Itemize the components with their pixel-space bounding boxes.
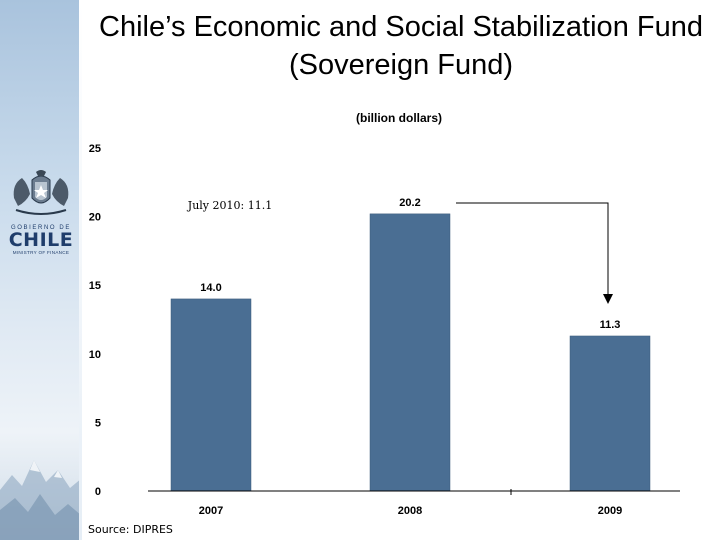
y-tick-label: 0: [95, 486, 101, 498]
y-tick-label: 20: [89, 212, 101, 224]
bar-value-label: 20.2: [399, 197, 420, 209]
bar-value-labels: 14.0 20.2 11.3: [200, 197, 620, 331]
bar-2009: [569, 335, 651, 492]
x-tick-label: 2009: [598, 505, 622, 517]
annotation-july-2010: July 2010: 11.1: [187, 199, 272, 212]
logo-ministry-text: MINISTRY OF FINANCE: [12, 250, 70, 255]
mountain-background: [0, 460, 82, 540]
slide-title: Chile’s Economic and Social Stabilizatio…: [99, 11, 703, 81]
coat-of-arms-icon: [13, 170, 69, 215]
bar-value-label: 14.0: [200, 282, 221, 294]
decline-arrow: [456, 202, 613, 304]
bars: [170, 213, 651, 492]
side-panel: GOBIERNO DE CHILE MINISTRY OF FINANCE: [0, 0, 82, 540]
y-axis-ticks: 0 5 10 15 20 25: [89, 143, 101, 498]
x-tick-label: 2007: [199, 505, 223, 517]
arrow-head-icon: [603, 294, 613, 304]
y-tick-label: 5: [95, 417, 101, 429]
x-axis-labels: 2007 2008 2009: [199, 505, 622, 517]
x-tick-label: 2008: [398, 505, 422, 517]
y-tick-label: 10: [89, 349, 101, 361]
side-panel-divider: [79, 0, 82, 540]
logo-chile-word: CHILE: [8, 229, 74, 251]
y-tick-label: 25: [89, 143, 101, 155]
bar-2008: [369, 213, 451, 492]
government-logo: GOBIERNO DE CHILE MINISTRY OF FINANCE: [6, 168, 76, 255]
source-note: Source: DIPRES: [88, 523, 173, 536]
bar-2007: [170, 298, 252, 492]
chart-subtitle: (billion dollars): [356, 111, 442, 125]
y-tick-label: 15: [89, 280, 101, 292]
logo-gobierno-text: GOBIERNO DE: [11, 225, 71, 231]
logo-chile-text: CHILE: [6, 231, 76, 250]
bar-value-label: 11.3: [600, 319, 621, 331]
